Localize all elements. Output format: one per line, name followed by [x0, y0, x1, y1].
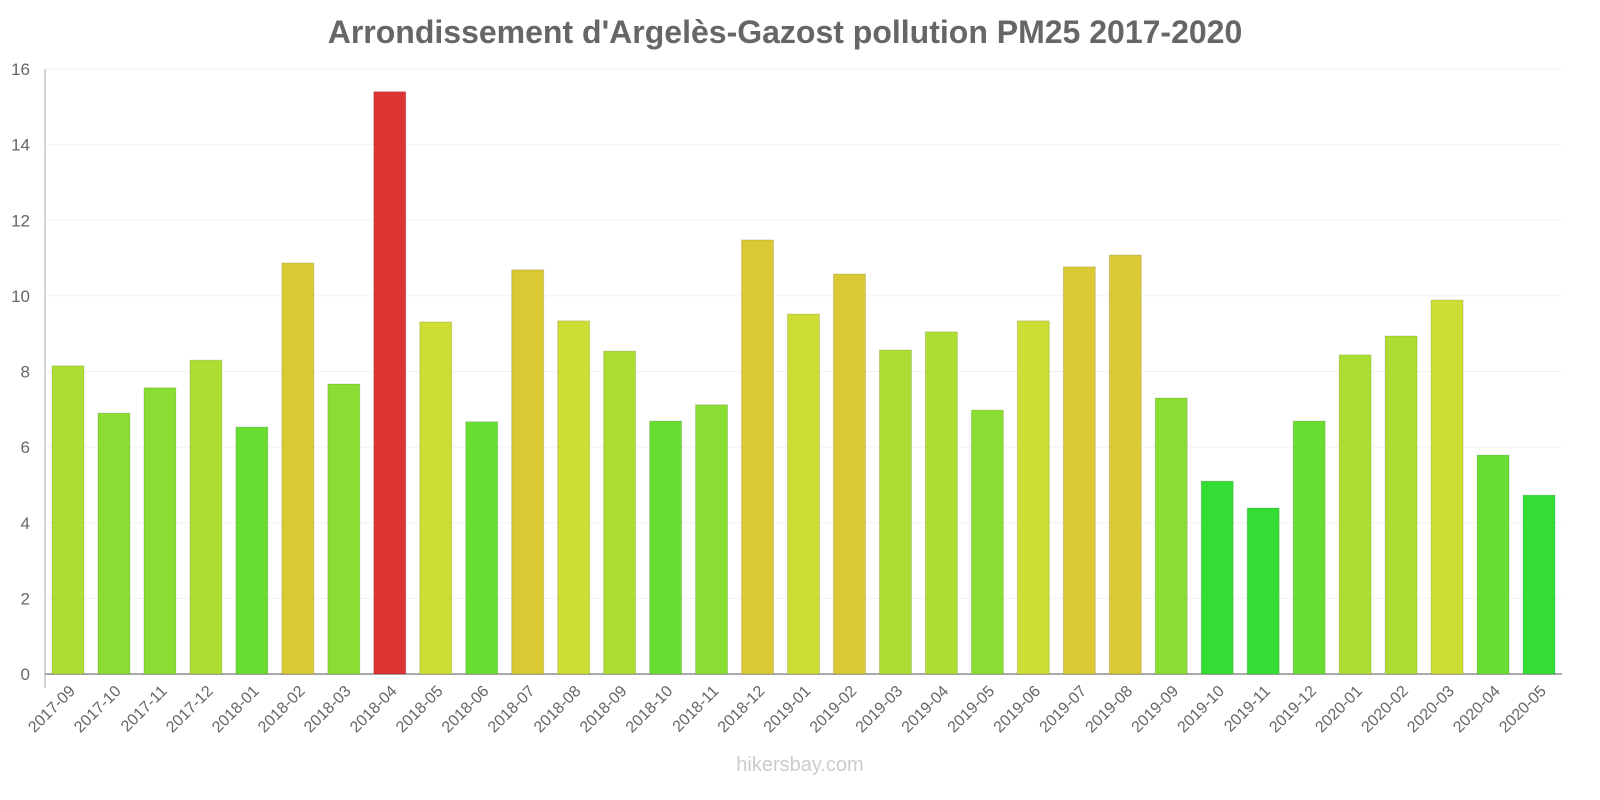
bar-2017-11	[143, 387, 177, 675]
y-tick-label: 16	[11, 60, 30, 79]
x-tick-label: 2020-01	[1312, 683, 1366, 737]
x-tick-label: 2018-10	[623, 683, 677, 737]
bar-2019-07	[1062, 266, 1096, 675]
bar-2018-09	[603, 350, 637, 675]
x-tick-label: 2018-01	[209, 683, 263, 737]
x-tick-label: 2019-01	[761, 683, 815, 737]
x-tick-label: 2018-06	[439, 683, 493, 737]
x-tick-label: 2018-12	[715, 683, 769, 737]
bar-2019-02	[832, 273, 866, 675]
x-tick-label: 2019-08	[1083, 683, 1137, 737]
x-tick-label: 2020-02	[1358, 683, 1412, 737]
bar-2018-12	[741, 239, 775, 675]
x-tick-label: 2017-12	[163, 683, 217, 737]
y-tick-label: 10	[11, 287, 30, 306]
bar-2018-04	[373, 91, 407, 675]
bar-2018-11	[695, 404, 729, 675]
x-tick-label: 2019-09	[1129, 683, 1183, 737]
bar-2019-09	[1154, 397, 1188, 675]
x-tick-label: 2020-05	[1496, 683, 1550, 737]
bar-2018-03	[327, 383, 361, 675]
bar-2019-08	[1108, 254, 1142, 675]
bar-2018-06	[465, 421, 499, 675]
x-tick-label: 2019-02	[807, 683, 861, 737]
bar-2019-01	[787, 313, 820, 675]
x-tick-label: 2018-07	[485, 683, 539, 737]
x-tick-label: 2017-10	[71, 683, 125, 737]
x-tick-label: 2018-05	[393, 683, 447, 737]
x-tick-label: 2020-03	[1404, 683, 1458, 737]
x-tick-label: 2019-07	[1037, 683, 1091, 737]
y-tick-label: 12	[11, 211, 30, 230]
bar-2020-05	[1522, 494, 1556, 675]
x-tick-label: 2019-11	[1221, 683, 1274, 736]
bar-2020-01	[1338, 354, 1372, 675]
x-tick-label: 2018-08	[531, 683, 585, 737]
bar-2018-07	[511, 269, 545, 675]
x-tick-label: 2018-03	[301, 683, 355, 737]
x-tick-label: 2019-03	[853, 683, 907, 737]
x-tick-label: 2019-04	[899, 683, 953, 737]
bar-2019-12	[1292, 420, 1326, 675]
bar-2019-10	[1200, 480, 1234, 675]
bar-2019-11	[1246, 507, 1280, 675]
bar-2019-05	[970, 409, 1004, 675]
x-tick-label: 2019-12	[1266, 683, 1320, 737]
x-tick-label: 2020-04	[1450, 683, 1504, 737]
x-tick-label: 2017-11	[118, 683, 171, 736]
y-tick-label: 8	[21, 363, 30, 382]
chart-title: Arrondissement d'Argelès-Gazost pollutio…	[327, 14, 1243, 50]
bar-2020-03	[1430, 299, 1464, 675]
bar-2017-09	[51, 365, 85, 675]
bar-2018-02	[281, 262, 315, 675]
bar-2018-08	[557, 320, 591, 675]
x-tick-label: 2018-11	[670, 683, 723, 736]
y-tick-label: 6	[21, 438, 30, 457]
y-tick-label: 14	[11, 136, 30, 155]
bar-2017-12	[189, 359, 223, 675]
bar-2019-06	[1016, 320, 1050, 675]
x-tick-label: 2018-09	[577, 683, 631, 737]
bar-2019-04	[924, 331, 958, 675]
bar-2018-05	[419, 321, 453, 675]
x-tick-label: 2018-04	[347, 683, 401, 737]
bar-2020-04	[1476, 454, 1510, 675]
x-tick-label: 2019-05	[945, 683, 999, 737]
bar-2020-02	[1384, 335, 1418, 675]
bar-2017-10	[97, 412, 131, 675]
x-tick-label: 2017-09	[25, 683, 79, 737]
x-tick-label: 2018-02	[255, 683, 309, 737]
bar-2018-10	[649, 420, 683, 675]
y-tick-label: 4	[21, 514, 30, 533]
watermark: hikersbay.com	[736, 754, 864, 776]
x-tick-label: 2019-10	[1175, 683, 1229, 737]
bar-2019-03	[878, 349, 912, 675]
y-tick-label: 2	[21, 589, 30, 608]
x-tick-label: 2019-06	[991, 683, 1045, 737]
y-tick-label: 0	[21, 665, 30, 684]
bar-2018-01	[235, 426, 269, 675]
